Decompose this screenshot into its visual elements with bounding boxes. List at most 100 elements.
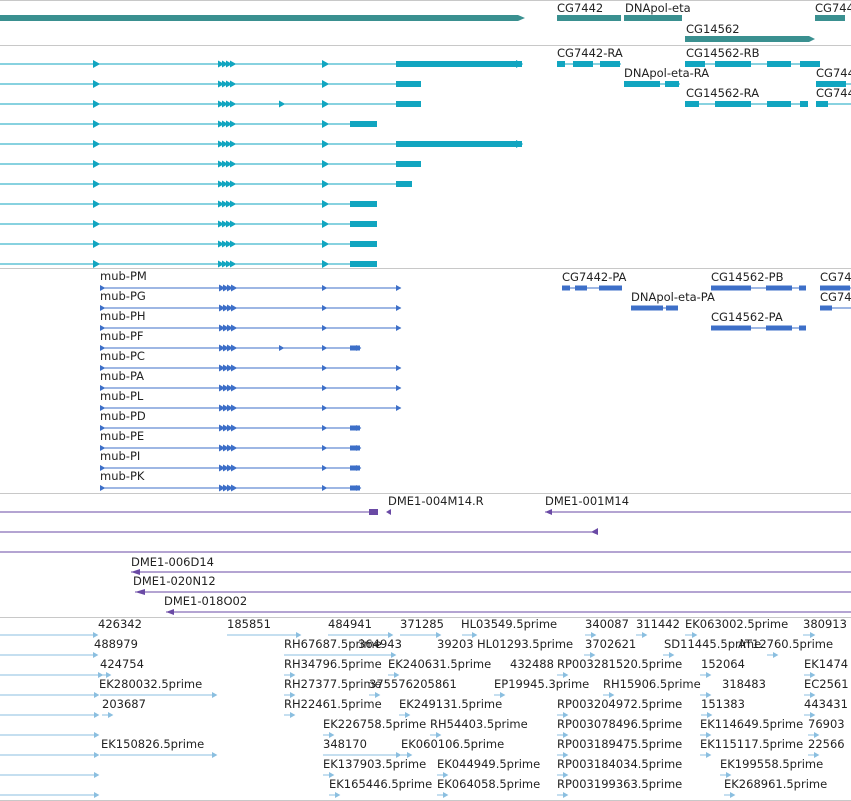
- est-label[interactable]: 311442: [636, 617, 680, 631]
- feature-block[interactable]: [396, 161, 421, 167]
- feature-block[interactable]: [766, 285, 792, 291]
- feature-block[interactable]: [573, 61, 593, 67]
- feature-block[interactable]: [666, 305, 678, 311]
- feature-block[interactable]: [800, 61, 820, 67]
- cds-label-mub[interactable]: mub-PC: [100, 349, 145, 363]
- feature-block[interactable]: [350, 121, 377, 127]
- transcript-label[interactable]: CG744: [816, 86, 851, 100]
- feature-block[interactable]: [766, 325, 792, 331]
- transcript-label[interactable]: CG14562-RB: [686, 46, 760, 60]
- cds-label-mub[interactable]: mub-PH: [100, 309, 146, 323]
- cds-label[interactable]: CG7442-PA: [562, 270, 627, 284]
- est-label[interactable]: 426342: [98, 617, 142, 631]
- est-label[interactable]: 488979: [94, 637, 138, 651]
- gene-feature-cg744[interactable]: [815, 15, 845, 21]
- cds-label-mub[interactable]: mub-PD: [100, 409, 146, 423]
- feature-block[interactable]: [799, 285, 806, 291]
- feature-block[interactable]: [767, 61, 791, 67]
- est-label[interactable]: RH67687.5prime: [284, 637, 382, 651]
- feature-block[interactable]: [685, 61, 705, 67]
- transcript-label[interactable]: CG14562-RA: [686, 86, 760, 100]
- clone-label[interactable]: DME1-001M14: [545, 494, 630, 508]
- est-label[interactable]: EP19945.3prime: [494, 677, 590, 691]
- est-label[interactable]: EK063002.5prime: [685, 617, 789, 631]
- feature-block[interactable]: [350, 261, 377, 267]
- feature-block[interactable]: [350, 485, 360, 491]
- est-label[interactable]: EK1474: [804, 657, 849, 671]
- est-label[interactable]: RP003189475.5prime: [557, 737, 683, 751]
- cds-label-mub[interactable]: mub-PF: [100, 329, 144, 343]
- feature-block[interactable]: [715, 101, 751, 107]
- est-label[interactable]: EK226758.5prime: [323, 717, 427, 731]
- cds-label-mub[interactable]: mub-PM: [100, 269, 147, 283]
- est-label[interactable]: 364943: [358, 637, 402, 651]
- feature-block[interactable]: [350, 221, 377, 227]
- clone-block[interactable]: [369, 509, 378, 515]
- feature-block[interactable]: [711, 285, 751, 291]
- gene-label-cg7442[interactable]: CG7442: [557, 1, 604, 15]
- feature-block[interactable]: [350, 241, 377, 247]
- est-label[interactable]: EC2561: [804, 677, 849, 691]
- clone-label[interactable]: DME1-006D14: [131, 555, 214, 569]
- est-label[interactable]: 152064: [701, 657, 745, 671]
- feature-block[interactable]: [816, 101, 828, 107]
- feature-block[interactable]: [820, 305, 832, 311]
- est-label[interactable]: RP003078496.5prime: [557, 717, 683, 731]
- cds-label[interactable]: CG74: [820, 270, 851, 284]
- est-label[interactable]: EK137903.5prime: [323, 757, 427, 771]
- feature-block[interactable]: [799, 325, 806, 331]
- est-label[interactable]: 185851: [227, 617, 271, 631]
- est-label[interactable]: RH34796.5prime: [284, 657, 382, 671]
- est-label[interactable]: 151383: [701, 697, 745, 711]
- est-label[interactable]: 432488: [510, 657, 554, 671]
- feature-block[interactable]: [396, 101, 421, 107]
- transcript-label[interactable]: DNApol-eta-RA: [624, 66, 710, 80]
- feature-block[interactable]: [350, 425, 360, 431]
- feature-block[interactable]: [396, 141, 522, 147]
- est-label[interactable]: RP003184034.5prime: [557, 757, 683, 771]
- est-label[interactable]: EK240631.5prime: [388, 657, 492, 671]
- est-label[interactable]: 375576205861: [369, 677, 457, 691]
- gene-feature-mub[interactable]: [0, 15, 518, 21]
- cds-label-mub[interactable]: mub-PE: [100, 429, 145, 443]
- feature-block[interactable]: [624, 81, 660, 87]
- feature-block[interactable]: [396, 61, 522, 67]
- feature-block[interactable]: [396, 181, 412, 187]
- est-label[interactable]: EK280032.5prime: [99, 677, 203, 691]
- est-label[interactable]: EK044949.5prime: [437, 757, 541, 771]
- est-label[interactable]: RP003204972.5prime: [557, 697, 683, 711]
- est-label[interactable]: 39203: [437, 637, 474, 651]
- feature-block[interactable]: [557, 61, 565, 67]
- feature-block[interactable]: [715, 61, 751, 67]
- est-label[interactable]: EK150826.5prime: [101, 737, 205, 751]
- est-label[interactable]: RH22461.5prime: [284, 697, 382, 711]
- est-label[interactable]: 371285: [400, 617, 444, 631]
- est-label[interactable]: AT12760.5prime: [738, 637, 834, 651]
- est-label[interactable]: 76903: [808, 717, 845, 731]
- feature-block[interactable]: [711, 325, 751, 331]
- est-label[interactable]: 22566: [808, 737, 845, 751]
- transcript-label[interactable]: CG744: [816, 66, 851, 80]
- feature-block[interactable]: [820, 285, 850, 291]
- cds-label-mub[interactable]: mub-PI: [100, 449, 141, 463]
- est-label[interactable]: EK114649.5prime: [700, 717, 804, 731]
- clone-label[interactable]: DME1-020N12: [133, 574, 216, 588]
- feature-block[interactable]: [396, 81, 421, 87]
- est-label[interactable]: 348170: [323, 737, 367, 751]
- est-label[interactable]: 424754: [100, 657, 144, 671]
- est-label[interactable]: RH15906.5prime: [603, 677, 701, 691]
- gene-feature-dnapol-eta[interactable]: [624, 15, 682, 21]
- est-label[interactable]: HL01293.5prime: [477, 637, 574, 651]
- feature-block[interactable]: [575, 285, 587, 291]
- cds-label[interactable]: CG14562-PB: [711, 270, 784, 284]
- feature-block[interactable]: [350, 201, 377, 207]
- est-label[interactable]: RH27377.5prime: [284, 677, 382, 691]
- est-label[interactable]: RH54403.5prime: [430, 717, 528, 731]
- est-label[interactable]: 340087: [585, 617, 629, 631]
- clone-label[interactable]: DME1-004M14.R: [388, 494, 484, 508]
- est-label[interactable]: RP003199363.5prime: [557, 777, 683, 791]
- feature-block[interactable]: [631, 305, 663, 311]
- cds-label[interactable]: CG14562-PA: [711, 310, 783, 324]
- gene-label-dnapol-eta[interactable]: DNApol-eta: [625, 1, 691, 15]
- feature-block[interactable]: [600, 61, 620, 67]
